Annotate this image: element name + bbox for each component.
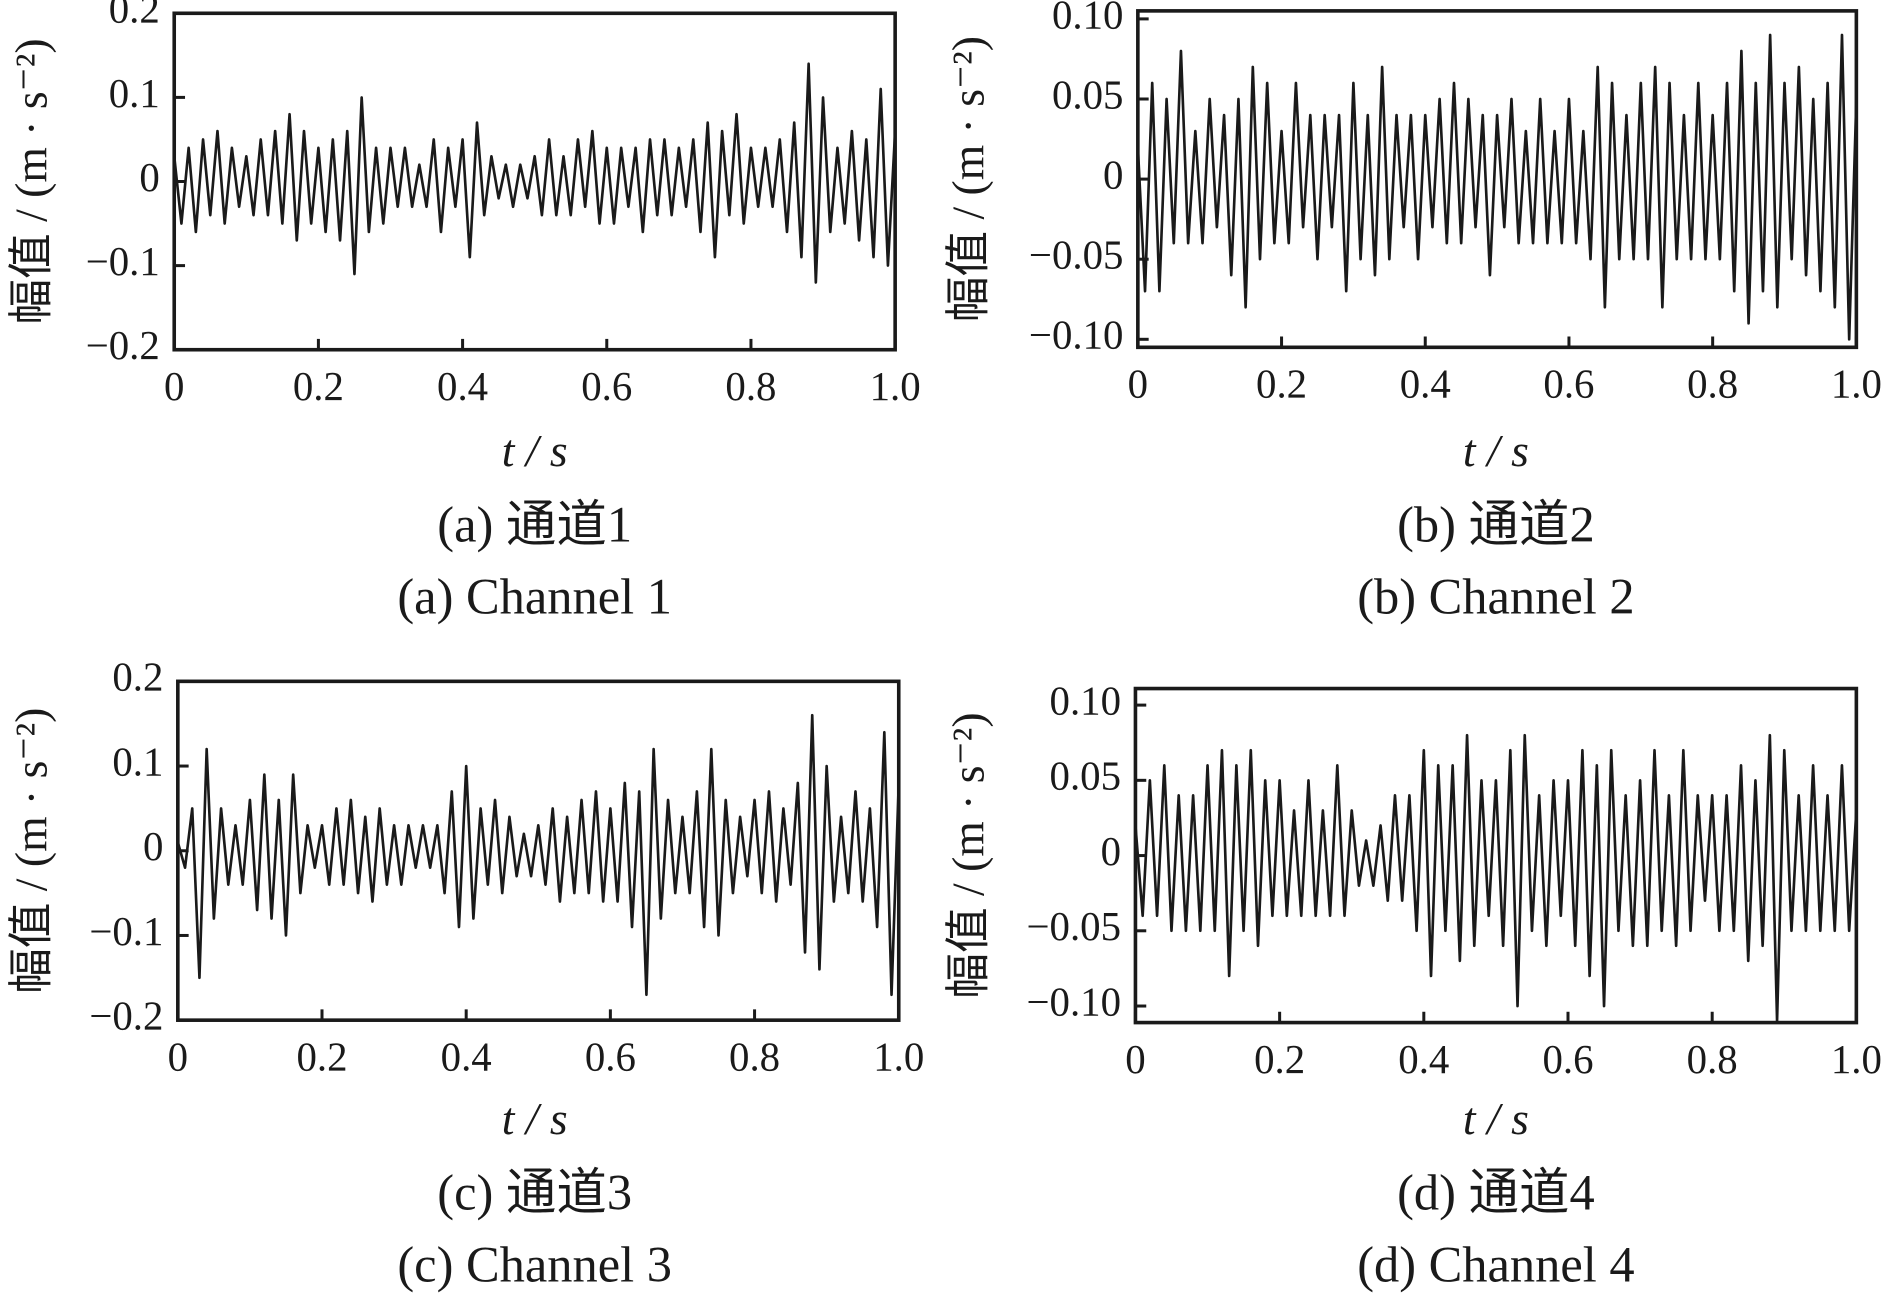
caption: (b) 通道2 — [1397, 497, 1595, 553]
y-tick-label: 0.2 — [112, 655, 163, 700]
plot-frame — [1133, 686, 1859, 1025]
x-tick-label: 0.4 — [1400, 362, 1451, 407]
y-tick-label: 0 — [1101, 829, 1121, 874]
x-tick-label: 0.6 — [585, 1034, 636, 1079]
y-tick-label: 0 — [139, 155, 159, 200]
y-tick-label: 0.05 — [1052, 72, 1123, 117]
x-axis-label: t / s — [502, 1093, 568, 1144]
x-tick-label: 0.2 — [293, 364, 344, 409]
y-tick-label: −0.05 — [1029, 233, 1124, 278]
y-tick-label: 0.2 — [109, 0, 160, 32]
plot-frame — [176, 679, 901, 1022]
x-axis-label: t / s — [1463, 1093, 1529, 1144]
x-tick-label: 0.8 — [729, 1034, 780, 1079]
x-tick-label: 0.2 — [1256, 362, 1307, 407]
caption-en: (b) Channel 2 — [1357, 569, 1634, 625]
x-axis-label: t / s — [502, 425, 568, 476]
signal-line — [172, 62, 897, 284]
y-tick-label: 0.05 — [1050, 754, 1121, 799]
signal-line — [1136, 33, 1858, 341]
y-tick-label: 0 — [1103, 152, 1123, 197]
y-tick-label: −0.10 — [1027, 979, 1122, 1024]
y-tick-label: 0.1 — [109, 71, 160, 116]
x-tick-label: 0 — [164, 364, 184, 409]
x-tick-label: 0 — [1128, 362, 1148, 407]
x-tick-label: 0.4 — [1398, 1037, 1449, 1082]
y-axis-label: 幅值 / (m · s⁻²) — [943, 712, 994, 998]
plot-frame — [172, 11, 897, 352]
y-tick-label: 0.10 — [1052, 0, 1123, 37]
caption: (c) 通道3 — [437, 1165, 632, 1221]
x-tick-label: 0 — [1125, 1037, 1145, 1082]
x-axis-label: t / s — [1463, 425, 1529, 476]
x-tick-label: 0.2 — [1254, 1037, 1305, 1082]
caption: (a) 通道1 — [437, 497, 632, 553]
x-tick-label: 0 — [168, 1034, 188, 1079]
y-tick-label: 0.10 — [1050, 678, 1121, 723]
y-tick-label: 0 — [143, 824, 163, 869]
y-tick-label: −0.10 — [1029, 313, 1124, 358]
x-tick-label: 1.0 — [1831, 362, 1882, 407]
x-tick-label: 0.6 — [1542, 1037, 1593, 1082]
x-tick-label: 0.8 — [725, 364, 776, 409]
signal-line — [1134, 733, 1858, 1023]
caption-en: (a) Channel 1 — [397, 569, 672, 625]
x-tick-label: 1.0 — [873, 1034, 924, 1079]
y-axis-label: 幅值 / (m · s⁻²) — [943, 36, 994, 322]
x-tick-label: 0.8 — [1687, 362, 1738, 407]
signal-line — [176, 713, 901, 997]
x-tick-label: 0.8 — [1687, 1037, 1738, 1082]
x-tick-label: 1.0 — [870, 364, 921, 409]
y-axis-label: 幅值 / (m · s⁻²) — [6, 38, 57, 324]
x-tick-label: 0.6 — [1543, 362, 1594, 407]
y-tick-label: −0.1 — [86, 239, 160, 284]
caption-en: (c) Channel 3 — [397, 1237, 672, 1293]
caption-en: (d) Channel 4 — [1357, 1237, 1634, 1293]
x-tick-label: 0.4 — [437, 364, 488, 409]
y-tick-label: −0.05 — [1027, 904, 1122, 949]
y-axis-label: 幅值 / (m · s⁻²) — [6, 708, 57, 994]
y-tick-label: −0.2 — [86, 323, 160, 368]
x-tick-label: 1.0 — [1831, 1037, 1882, 1082]
y-tick-label: −0.2 — [89, 994, 163, 1039]
caption: (d) 通道4 — [1397, 1165, 1595, 1221]
x-tick-label: 0.2 — [296, 1034, 347, 1079]
y-tick-label: −0.1 — [89, 909, 163, 954]
x-tick-label: 0.4 — [441, 1034, 492, 1079]
y-tick-label: 0.1 — [112, 739, 163, 784]
x-tick-label: 0.6 — [581, 364, 632, 409]
